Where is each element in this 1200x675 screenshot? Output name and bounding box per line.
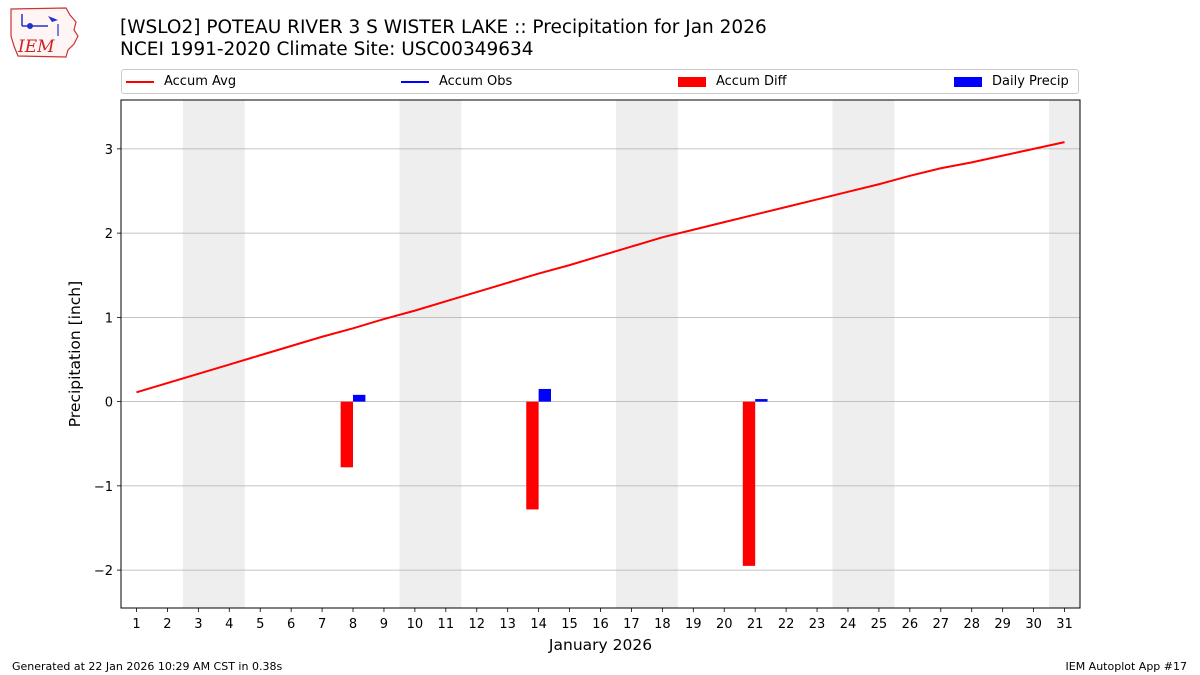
x-tick-label: 2	[163, 617, 171, 632]
daily-precip-bar	[353, 394, 366, 402]
accum-diff-bar	[526, 401, 539, 510]
y-tick-label: 2	[105, 227, 113, 242]
x-tick-label: 16	[592, 617, 609, 632]
footer-app-id: IEM Autoplot App #17	[1065, 660, 1188, 673]
x-tick-label: 19	[685, 617, 702, 632]
x-tick-label: 28	[963, 617, 980, 632]
x-tick-label: 7	[318, 617, 326, 632]
y-tick-label: 3	[105, 143, 113, 158]
legend-swatch-daily-precip	[954, 76, 982, 87]
x-tick-label: 15	[561, 617, 578, 632]
weekend-shade	[615, 100, 678, 608]
iem-logo-graphic: IEM	[10, 7, 79, 58]
x-tick-label: 5	[256, 617, 264, 632]
x-tick-label: 6	[287, 617, 295, 632]
legend-swatch-accum-avg	[126, 80, 154, 83]
x-tick-label: 8	[349, 617, 357, 632]
y-axis-label: Precipitation [inch]	[66, 281, 84, 427]
legend-item-daily-precip: Daily Precip	[954, 70, 1069, 93]
x-axis-label: January 2026	[548, 636, 652, 654]
y-tick-label: −1	[94, 480, 113, 495]
y-tick-label: 1	[105, 311, 113, 326]
legend-label-accum-obs: Accum Obs	[439, 74, 513, 89]
legend-label-accum-avg: Accum Avg	[164, 74, 237, 89]
weekend-shade	[832, 100, 895, 608]
x-tick-label: 22	[778, 617, 795, 632]
footer-generated-time: Generated at 22 Jan 2026 10:29 AM CST in…	[12, 660, 283, 673]
legend-swatch-accum-obs	[401, 80, 429, 83]
x-tick-label: 9	[380, 617, 388, 632]
x-tick-label: 18	[654, 617, 671, 632]
x-tick-label: 23	[809, 617, 826, 632]
legend-swatch-accum-diff	[678, 76, 706, 87]
daily-precip-bar	[538, 388, 552, 402]
accum-diff-bar	[340, 401, 354, 468]
x-tick-label: 26	[902, 617, 919, 632]
legend-item-accum-diff: Accum Diff	[678, 70, 787, 93]
x-tick-label: 3	[194, 617, 202, 632]
x-tick-label: 29	[994, 617, 1011, 632]
iem-logo: IEM	[8, 6, 80, 60]
x-tick-label: 24	[840, 617, 857, 632]
y-tick-label: 0	[105, 396, 113, 411]
logo-text: IEM	[17, 37, 55, 57]
weekend-shade	[1049, 100, 1080, 608]
x-tick-label: 25	[871, 617, 888, 632]
daily-precip-bar	[755, 399, 768, 402]
y-tick-label: −2	[94, 564, 113, 579]
x-tick-label: 13	[499, 617, 516, 632]
x-tick-label: 30	[1025, 617, 1042, 632]
weekend-shade	[399, 100, 462, 608]
x-tick-label: 10	[407, 617, 424, 632]
x-tick-label: 17	[623, 617, 640, 632]
accum-avg-line	[136, 141, 1065, 394]
legend-label-daily-precip: Daily Precip	[992, 74, 1069, 89]
x-tick-label: 11	[438, 617, 455, 632]
legend-label-accum-diff: Accum Diff	[716, 74, 787, 89]
x-tick-label: 4	[225, 617, 233, 632]
x-tick-label: 31	[1056, 617, 1073, 632]
legend-item-accum-avg: Accum Avg	[126, 70, 236, 93]
legend-item-accum-obs: Accum Obs	[401, 70, 512, 93]
chart-title: [WSLO2] POTEAU RIVER 3 S WISTER LAKE :: …	[120, 17, 767, 38]
chart-legend: Accum Avg Accum Obs Accum Diff Daily Pre…	[121, 69, 1079, 94]
x-tick-label: 1	[132, 617, 140, 632]
x-tick-label: 27	[933, 617, 950, 632]
x-tick-label: 21	[747, 617, 764, 632]
x-tick-label: 14	[530, 617, 547, 632]
x-tick-label: 12	[468, 617, 485, 632]
x-tick-label: 20	[716, 617, 733, 632]
weekend-shade	[182, 100, 245, 608]
accum-diff-bar	[742, 401, 756, 566]
chart-subtitle: NCEI 1991-2020 Climate Site: USC00349634	[120, 39, 534, 60]
